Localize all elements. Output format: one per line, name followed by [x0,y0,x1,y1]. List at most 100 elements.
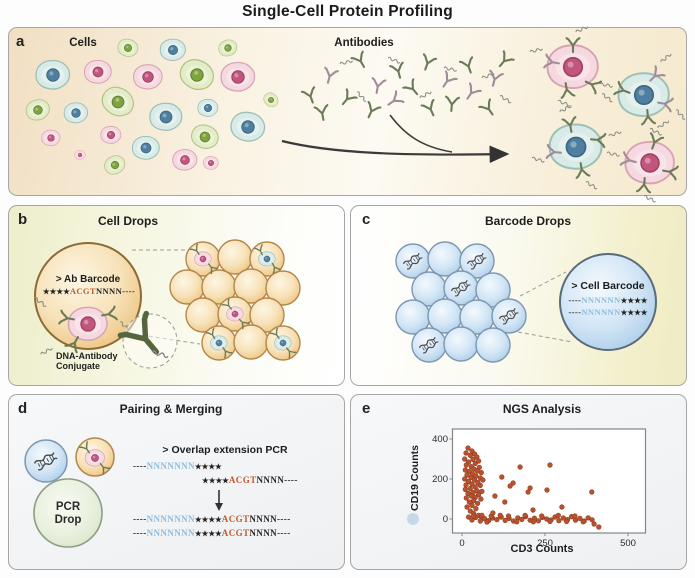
scatter-point [465,514,472,520]
flow-arrow-icon [281,114,510,164]
scatter-point [470,497,477,504]
scatter-point [462,476,468,482]
antibody-field [300,50,515,123]
cell-icon [84,60,112,84]
scatter-point [490,510,496,516]
scatter-point [499,474,505,480]
droplet-icon [475,327,511,363]
seq-stars: ★★★★ [194,462,222,471]
cell-icon [228,109,267,144]
scatter-plot: 0 200 400 0 250 500 [432,428,647,549]
antibody-icon [350,50,371,72]
scatter-point [589,489,595,495]
cell-barcode-sequence-2: ----NNNNNN★★★★ [545,307,671,317]
dna-squiggle-icon [557,99,572,108]
scatter-point [527,485,533,491]
labeled-cell [531,103,623,191]
cell-icon [210,335,228,351]
seq-acgt: ACGT [69,286,96,296]
pairing-drops [24,437,223,548]
cell-icon [74,150,86,160]
cell-icon [133,64,163,89]
seq-stars: ★★★★ [194,515,222,524]
scatter-point [507,483,513,489]
cell-icon [175,54,219,95]
x-tick-label: 500 [620,538,636,549]
cell-icon [261,90,281,110]
pcr-drop-label: PCR Drop [38,501,98,526]
seq-dashes: ---- [568,295,582,305]
scatter-point [463,482,469,488]
seq-n: NNNN [95,286,123,296]
dna-squiggle-icon [531,156,546,164]
antibody-icon [300,86,320,106]
dna-squiggle-icon [674,108,687,121]
scatter-point [479,512,485,518]
labeled-cell [599,52,687,137]
antibody-icon [437,70,458,92]
scatter-point [492,493,498,499]
antibody-icon [336,88,358,110]
pcr-label-line1: PCR [55,501,81,513]
scatter-point [547,518,553,524]
cell-barcode-sequence-1: ----NNNNNN★★★★ [545,295,671,305]
scatter-point [484,519,490,525]
seq-n: NNNNNN [581,295,621,305]
scatter-point [572,513,578,519]
conjugate-label-line2: Conjugate [56,361,100,371]
seq-dashes: ---- [277,514,291,524]
scatter-point [522,512,528,518]
cell-barcode-header: > Cell Barcode [571,280,645,292]
cell-icon [36,60,70,90]
scatter-point [474,500,481,506]
seq-n: NNNN [256,475,285,485]
cell-icon [549,124,602,169]
seq-dashes: ---- [568,307,582,317]
cell-icon [41,130,61,146]
merge-arrow-icon [215,503,223,511]
droplet-icon [24,439,68,483]
panel-letter-d: d [18,400,28,417]
antibody-icon [383,90,405,111]
cell-icon [115,36,140,59]
labeled-cell [529,24,614,108]
dna-squiggle-icon [39,346,54,357]
dna-squiggle-icon [529,46,544,54]
panel-d-title: Pairing & Merging [119,402,223,416]
seq-n: NNNNNNN [146,514,195,524]
scatter-point [479,488,485,494]
seq-dashes: ---- [133,514,147,524]
scatter-point [530,507,536,513]
scatter-point [510,480,516,486]
antibody-icon [313,104,331,123]
dna-squiggle-icon [418,89,433,100]
scatter-point [502,499,508,505]
x-axis-label: CD3 Counts [510,543,574,555]
scatter-point [577,515,583,521]
scatter-point [497,512,503,518]
x-tick-label: 250 [537,538,553,549]
seq-n: NNNNNN [581,307,621,317]
scatter-point [596,524,602,530]
scatter-point [466,499,472,505]
droplet-icon [233,324,269,360]
cell-drop-cluster [169,239,301,361]
conjugate-label-line1: DNA-Antibody [56,351,118,361]
scatter-point [519,516,525,522]
antibody-icon [493,50,515,72]
pcr-label-line2: Drop [54,513,82,526]
seq-n: NNNN [249,514,278,524]
barcode-drop-cluster [395,241,657,363]
panel-letter-b: b [18,211,28,228]
scatter-point [478,496,484,502]
scatter-point [468,474,474,481]
dna-squiggle-icon [608,129,623,138]
cell-icon [101,152,128,178]
scatter-point [564,518,570,524]
dna-squiggle-icon [387,56,402,65]
seq-dashes: ---- [284,475,298,485]
scatter-point [559,504,565,510]
scatter-point [589,517,595,523]
scatter-points [462,445,602,530]
scatter-point [535,518,541,524]
